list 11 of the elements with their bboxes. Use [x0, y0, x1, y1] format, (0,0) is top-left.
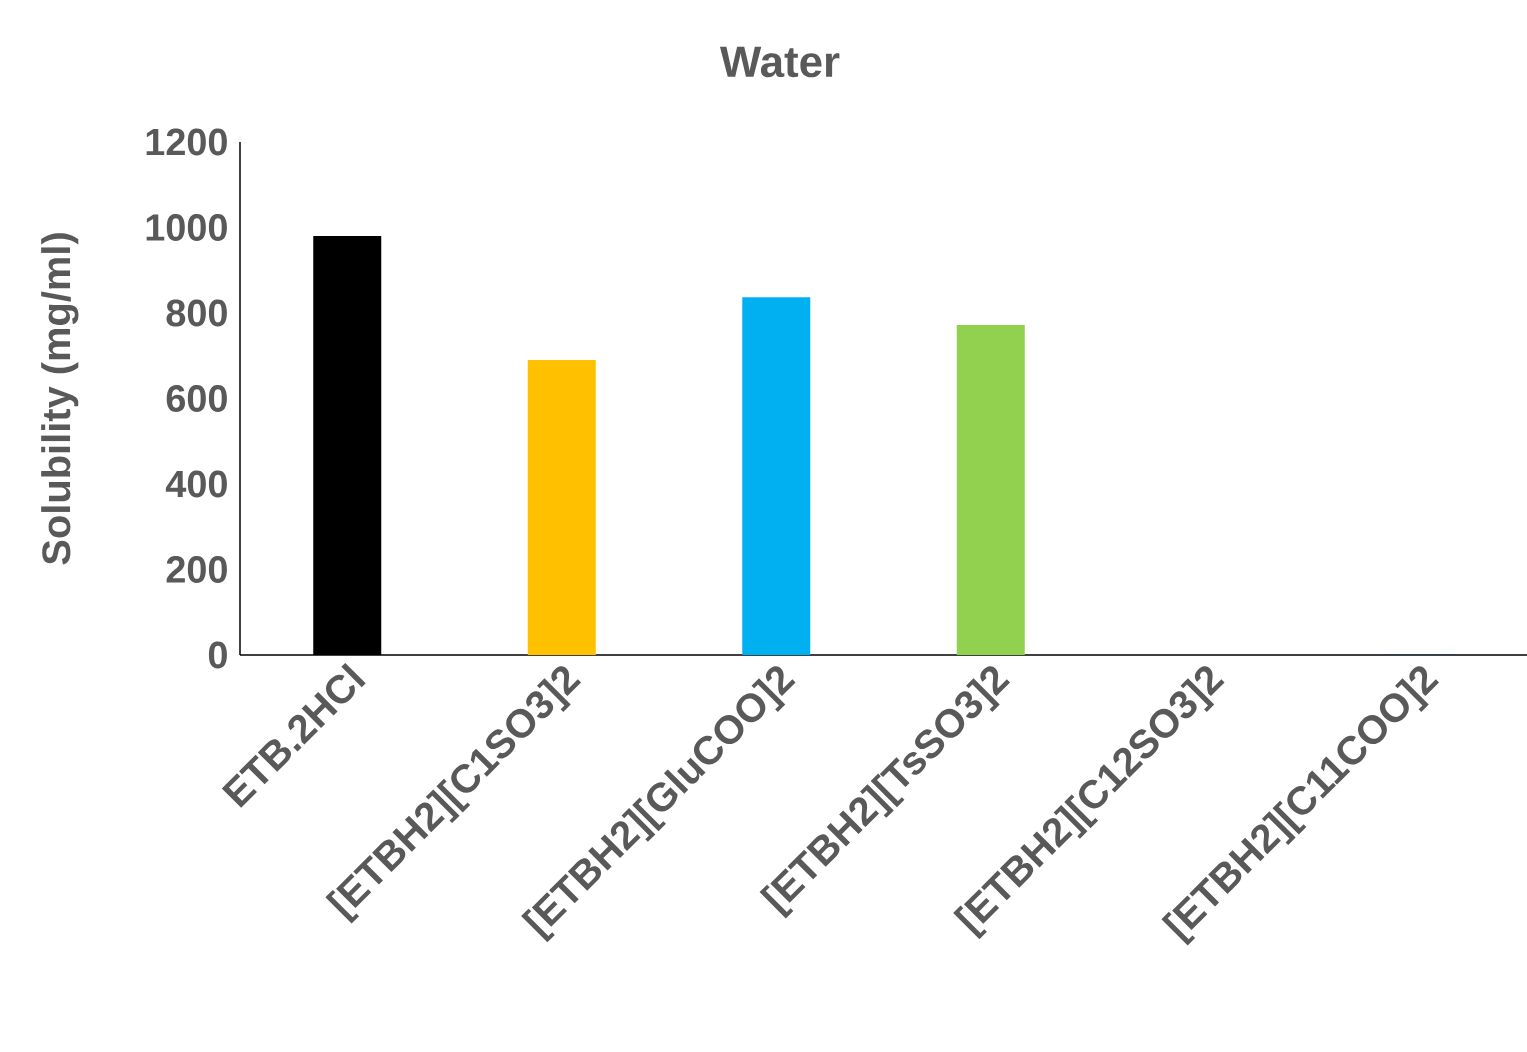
y-axis-title: Solubility (mg/ml) [41, 233, 79, 565]
y-tick-label: 400 [165, 470, 227, 498]
chart-title: Water [719, 46, 840, 78]
bar [956, 324, 1025, 655]
y-tick-label: 600 [166, 385, 227, 412]
y-tick-label: 1000 [146, 214, 227, 241]
bar [527, 360, 596, 655]
y-tick-label: 200 [166, 556, 227, 583]
y-tick-label: 1200 [146, 128, 227, 156]
y-tick-label: 800 [166, 299, 227, 327]
bar [742, 297, 811, 655]
